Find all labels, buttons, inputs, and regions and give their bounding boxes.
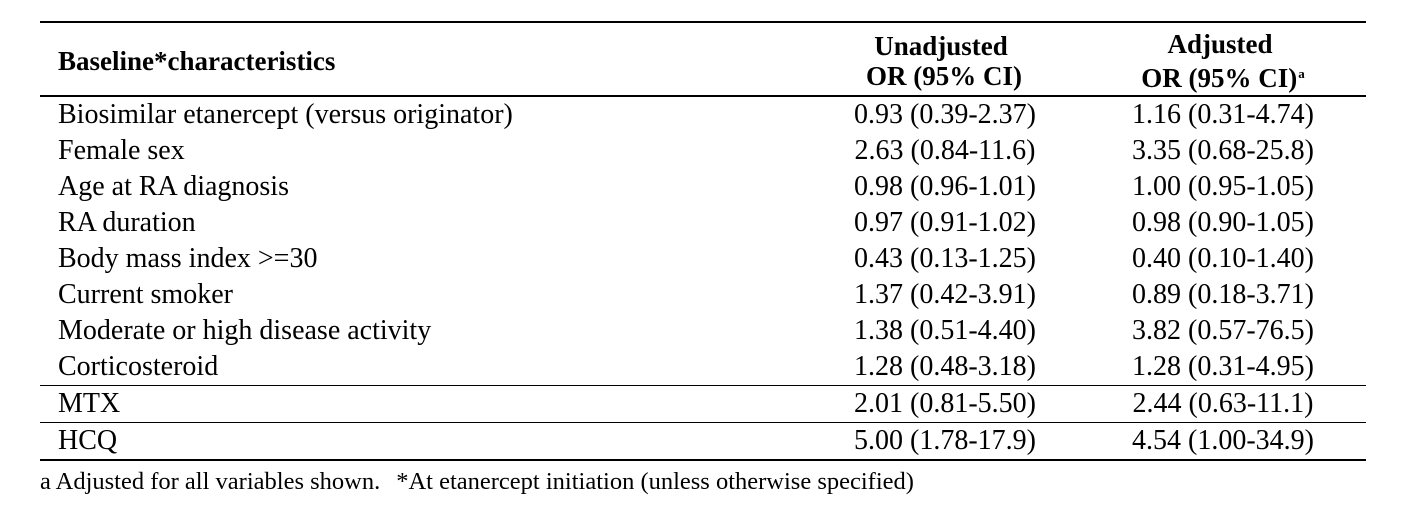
row-unadjusted: 0.98 (0.96-1.01): [854, 171, 1036, 202]
row-unadjusted: 0.93 (0.39-2.37): [854, 99, 1036, 130]
row-label: Corticosteroid: [58, 351, 219, 382]
header-adjusted-line1: Adjusted: [1167, 29, 1273, 59]
table-row: Current smoker 1.37 (0.42-3.91) 0.89 (0.…: [40, 277, 1366, 313]
header-unadjusted-line2: OR (95% CI): [866, 61, 1022, 91]
row-label: Biosimilar etanercept (versus originator…: [58, 99, 513, 130]
row-adjusted: 0.98 (0.90-1.05): [1132, 207, 1314, 238]
row-unadjusted: 1.38 (0.51-4.40): [854, 315, 1036, 346]
row-adjusted: 1.28 (0.31-4.95): [1132, 351, 1314, 382]
header-unadjusted-line1: Unadjusted: [874, 31, 1008, 61]
header-adjusted-line2-wrap: OR (95% CI)a: [1074, 59, 1366, 93]
header-row: Baseline*characteristics Unadjusted OR (…: [40, 22, 1366, 96]
table-header: Baseline*characteristics Unadjusted OR (…: [40, 22, 1366, 96]
row-label: RA duration: [58, 207, 196, 238]
footnote-adjustment: a Adjusted for all variables shown.: [40, 468, 381, 495]
row-adjusted: 3.35 (0.68-25.8): [1132, 135, 1314, 166]
table-row: Female sex 2.63 (0.84-11.6) 3.35 (0.68-2…: [40, 133, 1366, 169]
header-adjusted-line2: OR (95% CI): [1141, 63, 1298, 93]
header-unadjusted: Unadjusted OR (95% CI): [808, 22, 1074, 96]
odds-ratio-table: Baseline*characteristics Unadjusted OR (…: [40, 21, 1366, 461]
table-row: RA duration 0.97 (0.91-1.02) 0.98 (0.90-…: [40, 205, 1366, 241]
row-adjusted: 4.54 (1.00-34.9): [1132, 425, 1314, 456]
row-unadjusted: 2.63 (0.84-11.6): [854, 135, 1036, 166]
row-adjusted: 1.00 (0.95-1.05): [1132, 171, 1314, 202]
footnote-baseline: *At etanercept initiation (unless otherw…: [396, 468, 914, 495]
row-adjusted: 0.40 (0.10-1.40): [1132, 243, 1314, 274]
table-row: Corticosteroid 1.28 (0.48-3.18) 1.28 (0.…: [40, 349, 1366, 386]
row-unadjusted: 2.01 (0.81-5.50): [854, 388, 1036, 419]
row-label: HCQ: [58, 425, 118, 456]
row-label: Age at RA diagnosis: [58, 171, 289, 202]
row-label: Moderate or high disease activity: [58, 315, 432, 346]
table-row: Body mass index >=30 0.43 (0.13-1.25) 0.…: [40, 241, 1366, 277]
row-adjusted: 2.44 (0.63-11.1): [1132, 388, 1314, 419]
table-row: Biosimilar etanercept (versus originator…: [40, 96, 1366, 133]
table-row: HCQ 5.00 (1.78-17.9) 4.54 (1.00-34.9): [40, 422, 1366, 460]
table-body: Biosimilar etanercept (versus originator…: [40, 96, 1366, 460]
row-unadjusted: 0.43 (0.13-1.25): [854, 243, 1036, 274]
row-unadjusted: 1.37 (0.42-3.91): [854, 279, 1036, 310]
row-unadjusted: 1.28 (0.48-3.18): [854, 351, 1036, 382]
table-footnote: a Adjusted for all variables shown. *At e…: [40, 467, 914, 497]
row-label: Body mass index >=30: [58, 243, 318, 274]
row-adjusted: 3.82 (0.57-76.5): [1132, 315, 1314, 346]
table-row: MTX 2.01 (0.81-5.50) 2.44 (0.63-11.1): [40, 385, 1366, 423]
row-label: MTX: [58, 388, 121, 419]
header-characteristic: Baseline*characteristics: [58, 46, 336, 76]
header-adjusted: Adjusted OR (95% CI)a: [1074, 22, 1366, 96]
table-row: Age at RA diagnosis 0.98 (0.96-1.01) 1.0…: [40, 169, 1366, 205]
header-adjusted-superscript: a: [1298, 66, 1305, 81]
table-row: Moderate or high disease activity 1.38 (…: [40, 313, 1366, 349]
row-unadjusted: 0.97 (0.91-1.02): [854, 207, 1036, 238]
row-adjusted: 1.16 (0.31-4.74): [1132, 99, 1314, 130]
row-label: Current smoker: [58, 279, 233, 310]
row-unadjusted: 5.00 (1.78-17.9): [854, 425, 1036, 456]
row-label: Female sex: [58, 135, 185, 166]
row-adjusted: 0.89 (0.18-3.71): [1132, 279, 1314, 310]
